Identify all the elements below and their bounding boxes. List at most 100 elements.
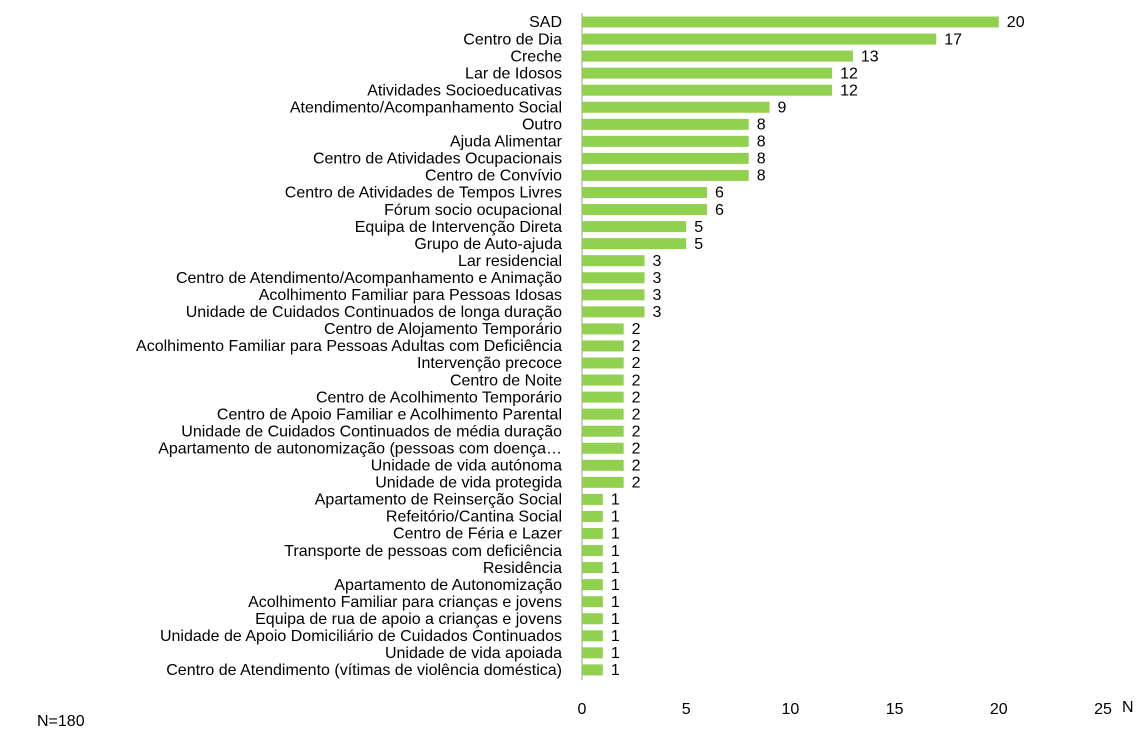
- value-label: 1: [611, 628, 620, 645]
- value-label: 2: [632, 406, 641, 423]
- bar: [582, 510, 603, 522]
- y-tick-label: Ajuda Alimentar: [450, 134, 563, 151]
- value-label: 1: [611, 560, 620, 577]
- value-label: 8: [757, 168, 766, 185]
- note: N=180: [37, 713, 85, 730]
- y-tick-label: Creche: [510, 48, 562, 65]
- value-label: 2: [632, 338, 641, 355]
- value-label: 6: [715, 185, 724, 202]
- bar: [582, 204, 708, 216]
- value-label: 1: [611, 645, 620, 662]
- bar: [582, 647, 603, 659]
- bar: [582, 391, 624, 403]
- bar: [582, 84, 833, 96]
- y-tick-label: Fórum socio ocupacional: [384, 202, 562, 219]
- y-tick-label: Lar de Idosos: [465, 65, 562, 82]
- bar: [582, 613, 603, 625]
- value-label: 3: [653, 253, 662, 270]
- value-label: 1: [611, 594, 620, 611]
- value-label: 2: [632, 458, 641, 475]
- bar: [582, 67, 833, 79]
- y-tick-label: Centro de Convívio: [425, 168, 562, 185]
- value-label: 2: [632, 440, 641, 457]
- y-tick-label: Acolhimento Familiar para crianças e jov…: [248, 594, 562, 611]
- bar: [582, 135, 749, 147]
- bar: [582, 664, 603, 676]
- bar: [582, 528, 603, 539]
- bar: [582, 425, 624, 437]
- y-tick-label: Centro de Noite: [450, 372, 562, 389]
- x-tick-label: 10: [782, 701, 800, 718]
- x-axis-label: N: [1122, 699, 1134, 716]
- bar: [582, 16, 999, 28]
- value-label: 1: [611, 492, 620, 509]
- value-label: 3: [653, 270, 662, 287]
- y-tick-label: Centro de Apoio Familiar e Acolhimento P…: [217, 406, 562, 423]
- bar: [582, 187, 708, 198]
- value-label: 13: [861, 48, 879, 65]
- bar: [582, 101, 770, 113]
- bar: [582, 238, 687, 250]
- value-label: 12: [840, 65, 858, 82]
- bar: [582, 374, 624, 386]
- y-tick-label: Apartamento de Autonomização: [334, 577, 562, 594]
- value-label: 5: [694, 219, 703, 236]
- value-label: 5: [694, 236, 703, 253]
- bar: [582, 169, 749, 181]
- y-tick-label: Unidade de vida autónoma: [371, 458, 562, 475]
- y-tick-label: Equipa de rua de apoio a crianças e jove…: [255, 611, 562, 628]
- value-label: 1: [611, 662, 620, 679]
- x-tick-label: 0: [578, 701, 587, 718]
- y-tick-label: Equipa de Intervenção Direta: [355, 219, 562, 236]
- bar: [582, 33, 937, 45]
- value-label: 2: [632, 372, 641, 389]
- bar: [582, 152, 749, 164]
- value-label: 1: [611, 526, 620, 543]
- bar: [582, 357, 624, 369]
- y-tick-label: Centro de Atividades de Tempos Livres: [285, 185, 562, 202]
- value-label: 1: [611, 543, 620, 560]
- y-tick-label: Unidade de Cuidados Continuados de média…: [181, 423, 562, 440]
- y-tick-label: Centro de Atividades Ocupacionais: [313, 151, 562, 168]
- y-tick-label: Apartamento de autonomização (pessoas co…: [158, 440, 562, 457]
- y-tick-label: Residência: [483, 560, 562, 577]
- y-tick-label: Unidade de Cuidados Continuados de longa…: [186, 304, 562, 321]
- y-tick-label: Acolhimento Familiar para Pessoas Adulta…: [136, 338, 562, 355]
- value-label: 17: [944, 31, 962, 48]
- x-tick-label: 5: [682, 701, 691, 718]
- value-label: 2: [632, 389, 641, 406]
- value-label: 1: [611, 611, 620, 628]
- value-label: 1: [611, 509, 620, 526]
- y-tick-label: Transporte de pessoas com deficiência: [284, 543, 562, 560]
- y-tick-label: Outro: [522, 117, 562, 134]
- y-tick-label: Intervenção precoce: [417, 355, 562, 372]
- y-tick-label: Atendimento/Acompanhamento Social: [290, 99, 562, 116]
- bar: [582, 476, 624, 488]
- value-label: 20: [1007, 14, 1025, 31]
- bar: [582, 323, 624, 335]
- y-tick-label: SAD: [529, 14, 562, 31]
- bar: [582, 596, 603, 608]
- value-label: 8: [757, 134, 766, 151]
- value-label: 9: [778, 99, 787, 116]
- value-label: 2: [632, 321, 641, 338]
- bar: [582, 306, 645, 318]
- bar: [582, 221, 687, 233]
- y-tick-label: Centro de Acolhimento Temporário: [316, 389, 562, 406]
- value-label: 2: [632, 355, 641, 372]
- bar: [582, 272, 645, 284]
- y-tick-label: Unidade de vida protegida: [375, 475, 562, 492]
- value-label: 2: [632, 423, 641, 440]
- y-tick-label: Acolhimento Familiar para Pessoas Idosas: [259, 287, 562, 304]
- y-tick-label: Centro de Atendimento/Acompanhamento e A…: [176, 270, 562, 287]
- bar: [582, 340, 624, 352]
- y-tick-label: Refeitório/Cantina Social: [386, 509, 562, 526]
- y-tick-label: Centro de Atendimento (vítimas de violên…: [166, 662, 562, 679]
- y-tick-label: Lar residencial: [458, 253, 562, 270]
- value-label: 3: [653, 287, 662, 304]
- value-label: 2: [632, 475, 641, 492]
- bar: [582, 459, 624, 471]
- y-tick-label: Atividades Socioeducativas: [367, 82, 562, 99]
- x-tick-label: 20: [990, 701, 1008, 718]
